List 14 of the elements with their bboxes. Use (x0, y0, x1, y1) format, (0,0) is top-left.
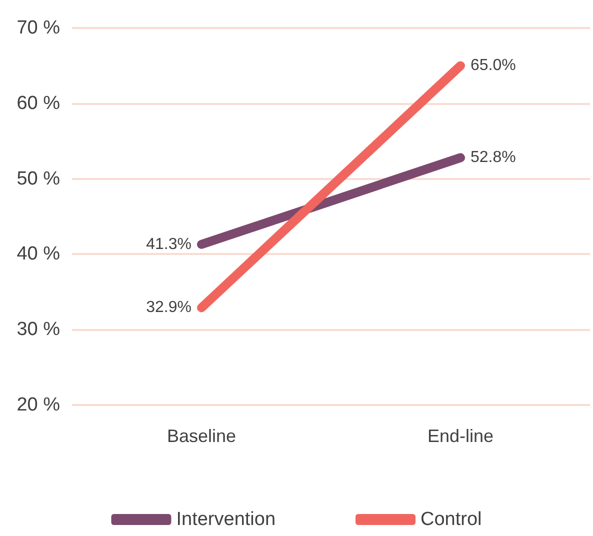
y-tick-label: 60 % (16, 92, 60, 114)
data-label: 65.0% (470, 57, 516, 74)
x-tick-label: End-line (427, 426, 494, 446)
y-tick-label: 40 % (16, 244, 60, 265)
x-tick-label: Baseline (166, 426, 236, 446)
data-label: 32.9% (146, 299, 192, 316)
data-label: 41.3% (146, 236, 192, 253)
y-tick-label: 70 % (16, 18, 60, 38)
legend-label: Intervention (176, 509, 276, 530)
y-tick-label: 20 % (16, 394, 60, 416)
y-tick-label: 30 % (16, 319, 60, 340)
y-tick-label: 50 % (16, 168, 60, 190)
data-label: 52.8% (470, 149, 516, 166)
legend-label: Control (420, 509, 482, 530)
